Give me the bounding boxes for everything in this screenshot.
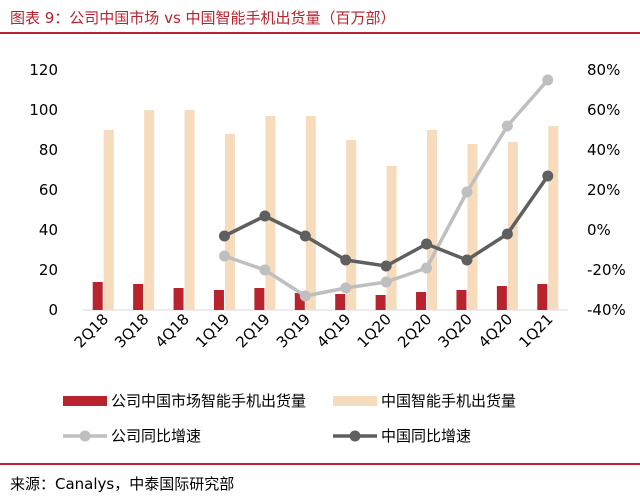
bar-company-cn-shipments — [416, 292, 427, 310]
bar-company-cn-shipments — [92, 282, 103, 310]
legend-label: 公司同比增速 — [111, 427, 201, 445]
x-category-label: 3Q18 — [111, 310, 152, 351]
x-category-label: 2Q19 — [232, 310, 273, 351]
title-bar: 图表 9：公司中国市场 vs 中国智能手机出货量（百万部） — [0, 0, 640, 34]
market-yoy-point — [259, 210, 271, 222]
right-axis-tick-label: 20% — [587, 181, 620, 199]
bar-china-market-shipments — [103, 130, 114, 310]
left-axis-tick-label: 40 — [39, 221, 58, 239]
bar-company-cn-shipments — [375, 295, 386, 310]
company-yoy-point — [501, 120, 513, 132]
x-category-label: 3Q20 — [434, 310, 475, 351]
company-yoy-point — [461, 186, 473, 198]
market-yoy-point — [380, 260, 392, 272]
market-yoy-point — [461, 254, 473, 266]
market-yoy-point — [218, 230, 230, 242]
right-axis-tick-label: -20% — [587, 261, 626, 279]
bar-company-cn-shipments — [335, 294, 346, 310]
bar-china-market-shipments — [184, 110, 195, 310]
left-axis-tick-label: 100 — [29, 101, 58, 119]
legend-label: 中国同比增速 — [381, 427, 471, 445]
bar-china-market-shipments — [386, 166, 397, 310]
bar-company-cn-shipments — [537, 284, 548, 310]
left-axis-tick-label: 20 — [39, 261, 58, 279]
left-axis-tick-label: 80 — [39, 141, 58, 159]
legend-swatch-marker — [349, 430, 361, 442]
market-yoy-point — [421, 238, 433, 250]
x-category-label: 1Q21 — [515, 310, 556, 351]
x-category-label: 2Q20 — [394, 310, 435, 351]
bar-china-market-shipments — [265, 116, 276, 310]
company-yoy-point — [340, 282, 352, 294]
bar-china-market-shipments — [548, 126, 559, 310]
right-axis-tick-label: -40% — [587, 301, 626, 319]
bar-china-market-shipments — [427, 130, 438, 310]
bar-china-market-shipments — [346, 140, 357, 310]
market-yoy-point — [501, 228, 513, 240]
figure-title: 图表 9：公司中国市场 vs 中国智能手机出货量（百万部） — [10, 9, 396, 27]
company-yoy-point — [218, 250, 230, 262]
legend-label: 公司中国市场智能手机出货量 — [111, 392, 306, 410]
company-yoy-point — [259, 264, 271, 276]
x-category-label: 4Q18 — [152, 310, 193, 351]
market-yoy-point — [299, 230, 311, 242]
company-yoy-point — [421, 262, 433, 274]
x-category-label: 1Q19 — [192, 310, 233, 351]
x-category-label: 4Q20 — [475, 310, 516, 351]
legend-swatch-bar — [63, 396, 107, 406]
bar-china-market-shipments — [144, 110, 155, 310]
x-category-label: 3Q19 — [273, 310, 314, 351]
bar-company-cn-shipments — [133, 284, 144, 310]
company-yoy-point — [542, 74, 554, 86]
source-note: 来源：Canalys，中泰国际研究部 — [10, 475, 235, 493]
bar-company-cn-shipments — [294, 293, 305, 310]
bar-company-cn-shipments — [456, 290, 467, 310]
bar-company-cn-shipments — [173, 288, 184, 310]
legend-swatch-bar — [333, 396, 377, 406]
bar-company-cn-shipments — [496, 286, 507, 310]
x-category-label: 4Q19 — [313, 310, 354, 351]
company-yoy-point — [380, 276, 392, 288]
combo-chart: 0 20 40 60 80 100 120 -40% -20% 0% 20% 40% 60% 80% 2Q1… — [29, 61, 626, 445]
right-axis-tick-label: 60% — [587, 101, 620, 119]
bar-china-market-shipments — [305, 116, 316, 310]
market-yoy-point — [340, 254, 352, 266]
legend-label: 中国智能手机出货量 — [381, 392, 516, 410]
x-category-label: 1Q20 — [354, 310, 395, 351]
left-axis-tick-label: 0 — [48, 301, 58, 319]
company-yoy-point — [299, 290, 311, 302]
bar-company-cn-shipments — [254, 288, 265, 310]
bar-china-market-shipments — [467, 144, 478, 310]
x-category-label: 2Q18 — [71, 310, 112, 351]
right-axis-tick-label: 40% — [587, 141, 620, 159]
right-axis-tick-label: 80% — [587, 61, 620, 79]
right-axis-tick-label: 0% — [587, 221, 611, 239]
left-axis-tick-label: 120 — [29, 61, 58, 79]
bar-company-cn-shipments — [213, 290, 224, 310]
market-yoy-point — [542, 170, 554, 182]
source-bar: 来源：Canalys，中泰国际研究部 — [0, 463, 640, 499]
left-axis-tick-label: 60 — [39, 181, 58, 199]
bar-china-market-shipments — [224, 134, 235, 310]
legend-swatch-marker — [79, 430, 91, 442]
